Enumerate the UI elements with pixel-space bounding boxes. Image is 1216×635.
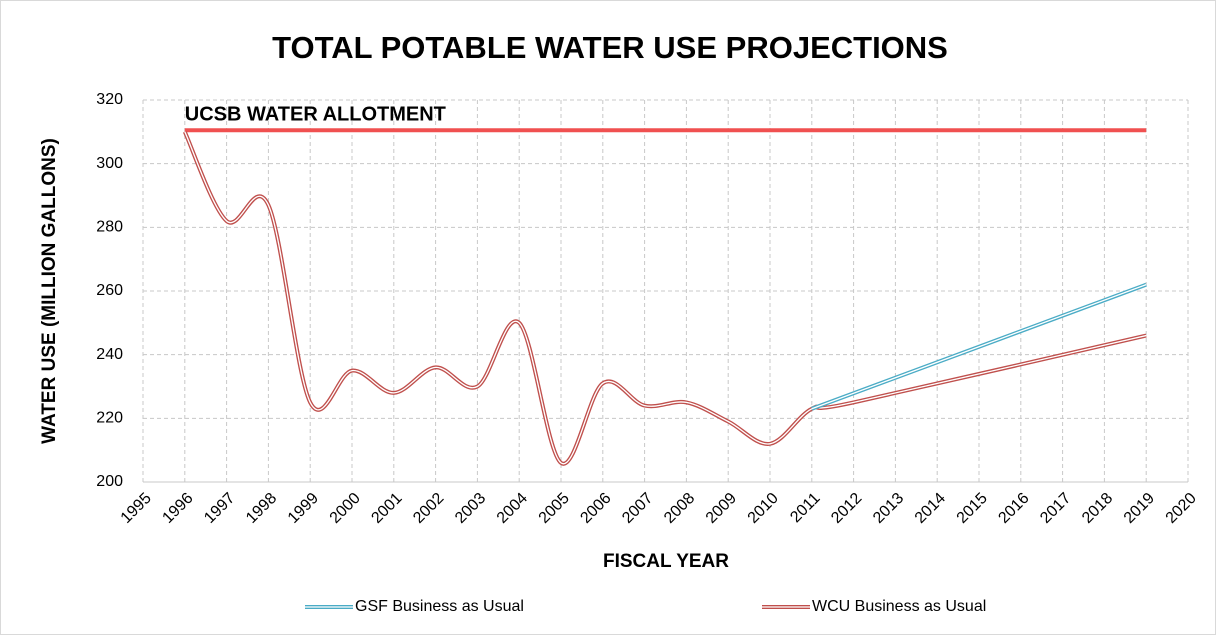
x-axis-title: FISCAL YEAR — [603, 551, 729, 572]
y-tick-label: 200 — [96, 473, 123, 490]
y-tick-label: 320 — [96, 91, 123, 108]
series-line-inner — [184, 131, 1147, 465]
annotation: UCSB WATER ALLOTMENT — [185, 104, 446, 126]
y-tick-label: 240 — [96, 346, 123, 363]
y-tick-label: 280 — [96, 219, 123, 236]
legend-label: GSF Business as Usual — [355, 598, 524, 615]
legend-label: WCU Business as Usual — [812, 598, 986, 615]
y-tick-label: 220 — [96, 410, 123, 427]
series-line-inner — [811, 284, 1147, 410]
chart-title: TOTAL POTABLE WATER USE PROJECTIONS — [272, 30, 948, 65]
y-axis-title: WATER USE (MILLION GALLONS) — [39, 138, 60, 444]
y-tick-label: 300 — [96, 155, 123, 172]
y-tick-label: 260 — [96, 282, 123, 299]
